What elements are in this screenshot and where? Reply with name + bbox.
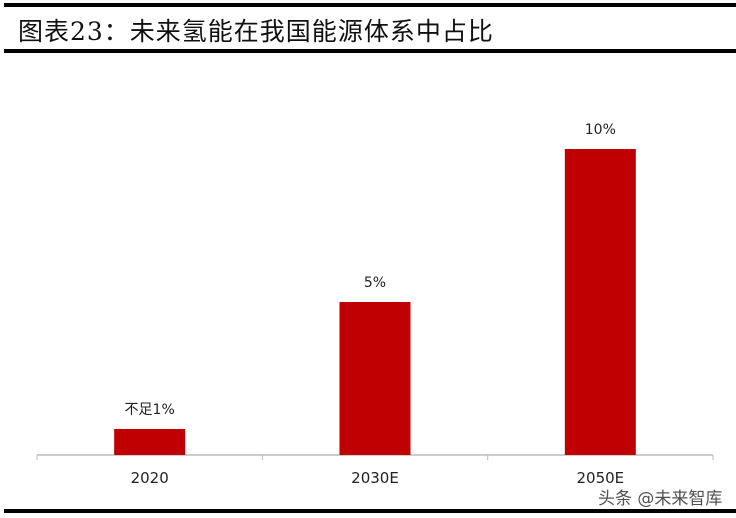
chart-title: 图表23：未来氢能在我国能源体系中占比: [18, 17, 494, 46]
bar-2020: [114, 428, 186, 455]
bottom-rule: [4, 509, 736, 513]
top-rule: [4, 3, 736, 7]
x-tick-label-2020: 2020: [131, 469, 169, 487]
title-rule: [4, 49, 736, 53]
x-tick-label-2030E: 2030E: [351, 469, 399, 487]
bar-2030E: [339, 302, 411, 455]
data-label-2050E: 10%: [585, 122, 616, 138]
x-tick-label-2050E: 2050E: [577, 469, 625, 487]
watermark: 头条 @未来智库: [598, 489, 723, 509]
bar-2050E: [564, 149, 636, 455]
data-label-2030E: 5%: [364, 275, 386, 291]
data-label-2020: 不足1%: [125, 402, 175, 418]
